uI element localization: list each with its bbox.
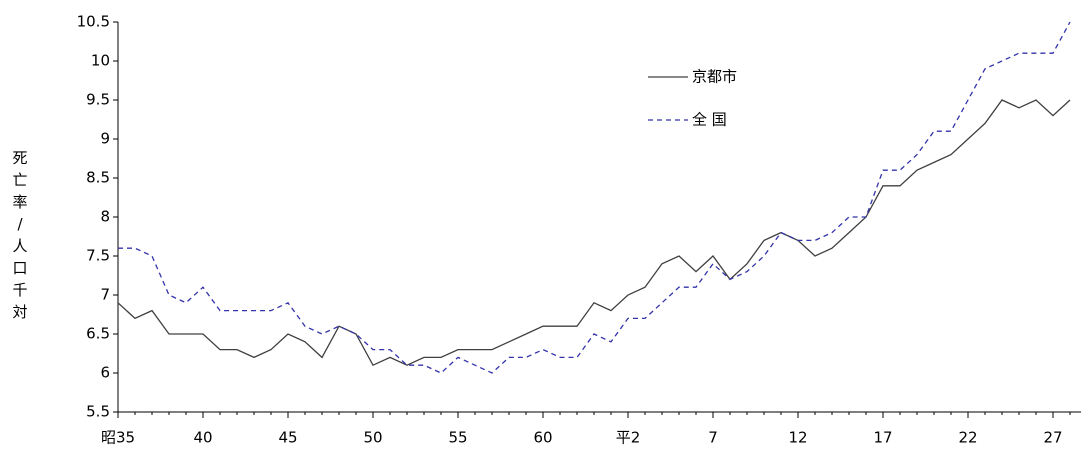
x-tick-label: 50: [363, 429, 382, 447]
y-tick-label: 9: [100, 130, 110, 148]
x-tick-label: 7: [708, 429, 718, 447]
y-tick-label: 8.5: [86, 169, 110, 187]
y-tick-label: 6.5: [86, 325, 110, 343]
y-tick-label: 9.5: [86, 91, 110, 109]
y-tick-label: 10: [91, 52, 110, 70]
y-axis-label: 死亡率/人口千対: [12, 149, 27, 321]
y-tick-label: 10.5: [77, 13, 110, 31]
y-tick-label: 5.5: [86, 403, 110, 421]
data-line: [117, 99, 1071, 367]
y-tick-label: 8: [100, 208, 110, 226]
x-tick-label: 12: [788, 429, 807, 447]
x-tick-label: 55: [448, 429, 467, 447]
data-line: [118, 21, 1071, 374]
x-tick-label: 昭35: [101, 429, 135, 447]
x-tick-label: 45: [278, 429, 297, 447]
legend-label: 全 国: [692, 111, 727, 129]
x-tick-label: 60: [533, 429, 552, 447]
y-tick-label: 7: [100, 286, 110, 304]
y-tick-label: 6: [100, 364, 110, 382]
legend-label: 京都市: [692, 68, 737, 86]
x-tick-label: 17: [873, 429, 892, 447]
x-tick-label: 27: [1043, 429, 1062, 447]
y-tick-label: 7.5: [86, 247, 110, 265]
x-tick-label: 平2: [616, 429, 641, 447]
x-tick-label: 22: [958, 429, 977, 447]
x-tick-label: 40: [193, 429, 212, 447]
